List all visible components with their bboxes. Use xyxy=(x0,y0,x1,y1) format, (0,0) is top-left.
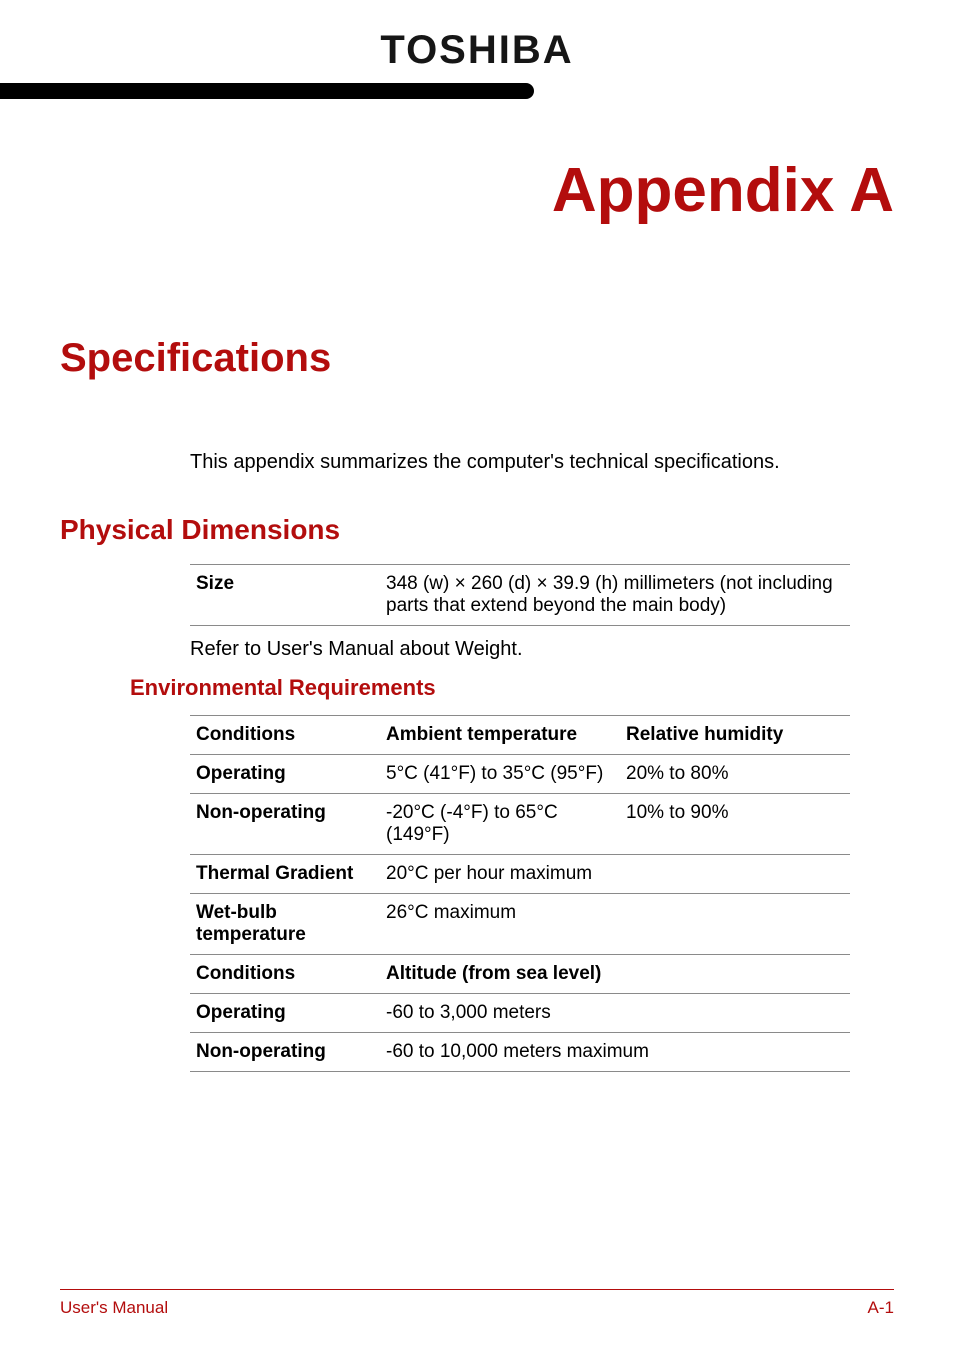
cell-value: 348 (w) × 260 (d) × 39.9 (h) millimeters… xyxy=(380,565,850,626)
cell-value: 5°C (41°F) to 35°C (95°F) xyxy=(380,755,620,794)
cell-label: Thermal Gradient xyxy=(190,855,380,894)
page-footer: User's Manual A-1 xyxy=(60,1289,894,1318)
cell-label: Operating xyxy=(190,994,380,1033)
brand-logo: TOSHIBA xyxy=(380,28,573,72)
physical-table: Size 348 (w) × 260 (d) × 39.9 (h) millim… xyxy=(190,564,850,626)
cell-label: Wet-bulb temperature xyxy=(190,894,380,955)
table-header-row: Conditions Altitude (from sea level) xyxy=(190,955,850,994)
header-rule-black xyxy=(0,83,534,99)
appendix-title: Appendix A xyxy=(60,155,894,226)
cell-value: 26°C maximum xyxy=(380,894,850,955)
footer-left: User's Manual xyxy=(60,1298,168,1318)
intro-text: This appendix summarizes the computer's … xyxy=(190,451,894,474)
cell-header: Ambient temperature xyxy=(380,716,620,755)
section-physical-heading: Physical Dimensions xyxy=(60,514,894,546)
table-row: Thermal Gradient 20°C per hour maximum xyxy=(190,855,850,894)
cell-value: -20°C (-4°F) to 65°C (149°F) xyxy=(380,794,620,855)
cell-header: Conditions xyxy=(190,955,380,994)
table-header-row: Conditions Ambient temperature Relative … xyxy=(190,716,850,755)
cell-value: -60 to 10,000 meters maximum xyxy=(380,1033,850,1072)
page: TOSHIBA Appendix A Specifications This a… xyxy=(0,0,954,1352)
cell-header: Conditions xyxy=(190,716,380,755)
cell-value: 20°C per hour maximum xyxy=(380,855,850,894)
cell-header: Altitude (from sea level) xyxy=(380,955,850,994)
table-row: Size 348 (w) × 260 (d) × 39.9 (h) millim… xyxy=(190,565,850,626)
cell-label: Non-operating xyxy=(190,794,380,855)
header-rule xyxy=(0,83,954,105)
physical-note: Refer to User's Manual about Weight. xyxy=(190,638,894,661)
table-row: Wet-bulb temperature 26°C maximum xyxy=(190,894,850,955)
cell-label: Non-operating xyxy=(190,1033,380,1072)
table-row: Operating -60 to 3,000 meters xyxy=(190,994,850,1033)
cell-value: 10% to 90% xyxy=(620,794,850,855)
brand-row: TOSHIBA xyxy=(60,28,894,73)
cell-value: -60 to 3,000 meters xyxy=(380,994,850,1033)
cell-value: 20% to 80% xyxy=(620,755,850,794)
cell-label: Operating xyxy=(190,755,380,794)
table-row: Non-operating -20°C (-4°F) to 65°C (149°… xyxy=(190,794,850,855)
table-row: Non-operating -60 to 10,000 meters maxim… xyxy=(190,1033,850,1072)
page-heading: Specifications xyxy=(60,336,894,381)
cell-header: Relative humidity xyxy=(620,716,850,755)
env-table: Conditions Ambient temperature Relative … xyxy=(190,715,850,1072)
footer-right: A-1 xyxy=(868,1298,894,1318)
table-row: Operating 5°C (41°F) to 35°C (95°F) 20% … xyxy=(190,755,850,794)
section-env-heading: Environmental Requirements xyxy=(130,675,894,701)
cell-label: Size xyxy=(190,565,380,626)
